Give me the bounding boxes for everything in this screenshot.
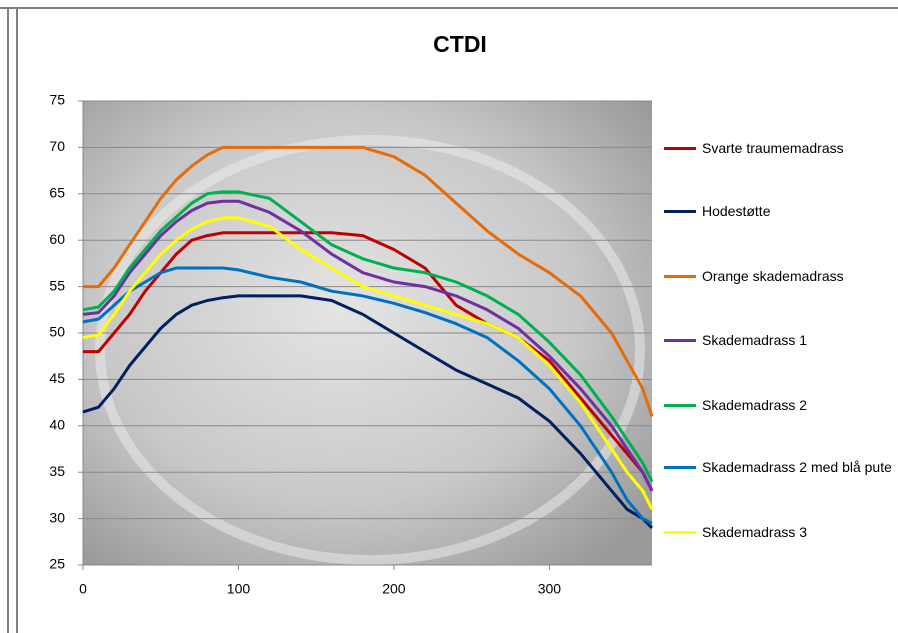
data-line	[83, 145, 654, 417]
data-line	[82, 199, 654, 492]
x-tick-label: 100	[227, 581, 251, 597]
y-tick-label: 35	[49, 463, 65, 479]
legend-swatch	[664, 210, 696, 213]
y-tick-label: 30	[49, 509, 65, 525]
legend-label: Skademadrass 3	[702, 524, 808, 540]
legend-entry: Skademadrass 3	[664, 523, 894, 541]
legend-label: Skademadrass 1	[702, 332, 808, 348]
legend-entry: Skademadrass 1	[664, 331, 894, 349]
legend-label: Skademadrass 2	[702, 397, 808, 413]
data-line	[82, 266, 653, 525]
legend-swatch	[664, 275, 696, 278]
chart-title: CTDI	[433, 31, 487, 57]
x-tick-label: 200	[382, 581, 406, 597]
y-tick-label: 65	[49, 185, 65, 201]
y-tick-label: 25	[49, 556, 65, 572]
legend-entry: Svarte traumemadrass	[664, 139, 894, 157]
y-tick-label: 75	[49, 92, 65, 108]
y-tick-label: 60	[49, 231, 65, 247]
legend-swatch	[664, 531, 696, 534]
legend-entry: Orange skademadrass	[664, 267, 894, 285]
legend-label: Skademadrass 2 med blå pute	[702, 459, 892, 475]
y-tick-label: 40	[49, 417, 65, 433]
y-tick-label: 50	[49, 324, 65, 340]
legend-entry: Skademadrass 2 med blå pute	[664, 458, 894, 476]
y-tick-label: 45	[49, 370, 65, 386]
legend-label: Hodestøtte	[702, 203, 771, 219]
legend-swatch	[664, 466, 696, 469]
y-tick-label: 55	[49, 277, 65, 293]
legend-entry: Hodestøtte	[664, 202, 894, 220]
data-line	[82, 294, 654, 529]
y-tick-label: 70	[49, 138, 65, 154]
x-tick-label: 0	[79, 581, 87, 597]
legend-label: Orange skademadrass	[702, 268, 844, 284]
data-line	[82, 190, 654, 483]
legend-swatch	[664, 147, 696, 150]
legend-entry: Skademadrass 2	[664, 396, 894, 414]
legend-swatch	[664, 339, 696, 342]
data-line	[82, 216, 654, 510]
legend-label: Svarte traumemadrass	[702, 140, 844, 156]
legend-swatch	[664, 404, 696, 407]
x-tick-label: 300	[538, 581, 562, 597]
